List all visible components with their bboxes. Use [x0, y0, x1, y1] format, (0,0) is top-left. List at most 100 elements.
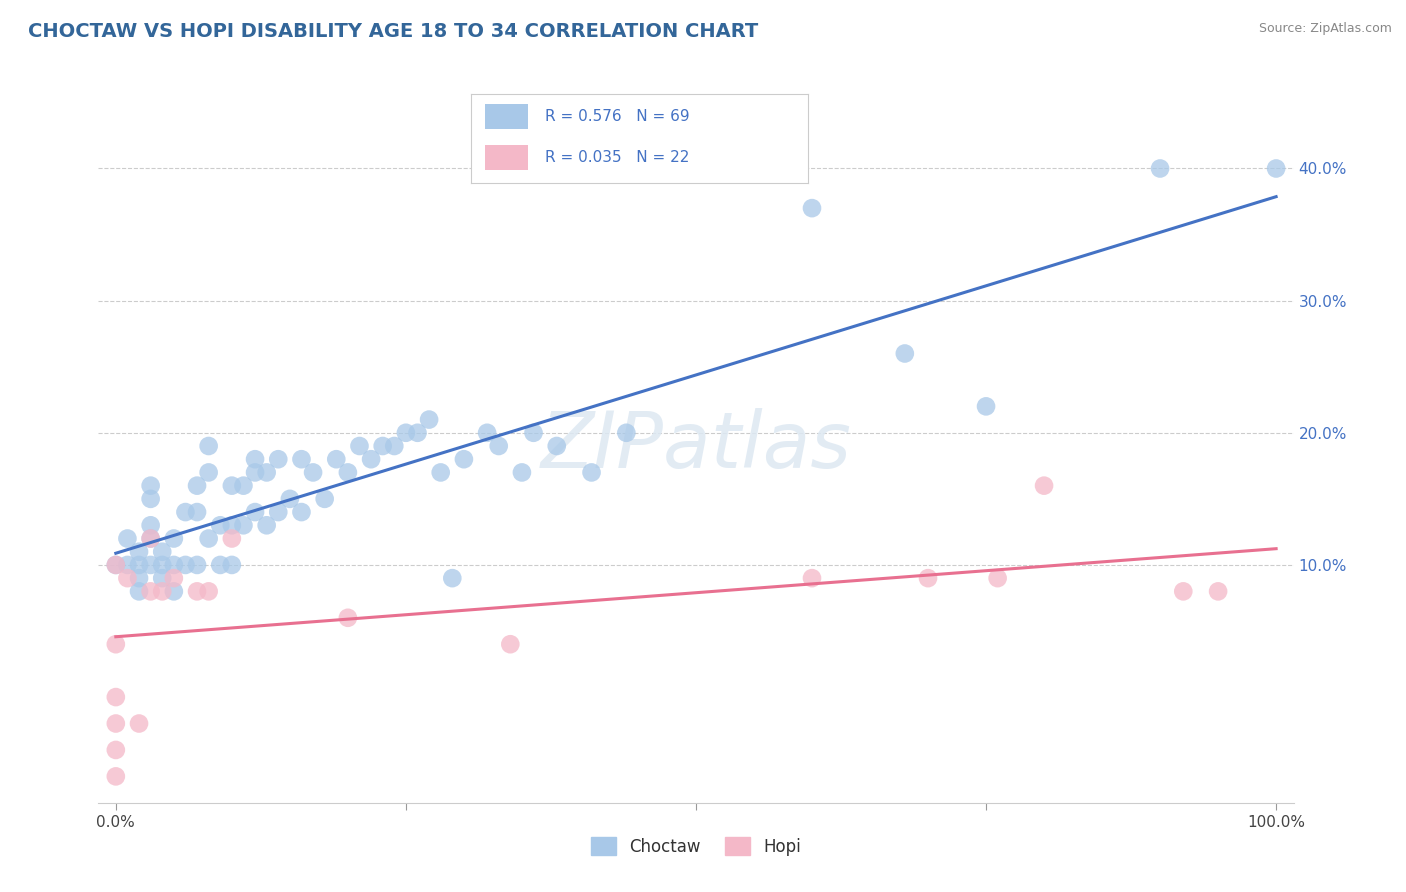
Point — [406, 425, 429, 440]
Point — [117, 571, 139, 585]
Point — [174, 558, 197, 572]
Point — [104, 558, 127, 572]
Point — [325, 452, 347, 467]
Point — [349, 439, 371, 453]
Point — [243, 466, 266, 480]
Point — [163, 571, 186, 585]
Point — [1206, 584, 1229, 599]
Point — [441, 571, 464, 585]
Point — [128, 545, 150, 559]
Point — [382, 439, 405, 453]
Point — [1173, 584, 1195, 599]
Point — [1033, 478, 1056, 492]
Point — [510, 466, 533, 480]
Point — [186, 478, 208, 492]
Legend: Choctaw, Hopi: Choctaw, Hopi — [583, 830, 808, 863]
Point — [150, 545, 173, 559]
Point — [302, 466, 325, 480]
Point — [336, 466, 359, 480]
Point — [197, 466, 219, 480]
Point — [197, 584, 219, 599]
Point — [475, 425, 498, 440]
Point — [974, 400, 997, 414]
Point — [221, 478, 243, 492]
Bar — [485, 145, 529, 170]
Point — [150, 558, 173, 572]
Point — [139, 532, 162, 546]
Point — [163, 584, 186, 599]
Point — [104, 690, 127, 704]
Point — [128, 584, 150, 599]
Point — [290, 452, 312, 467]
Point — [139, 518, 162, 533]
Point — [267, 452, 290, 467]
Point — [917, 571, 939, 585]
Point — [197, 532, 219, 546]
Point — [232, 518, 254, 533]
Point — [581, 466, 603, 480]
Point — [371, 439, 394, 453]
Point — [221, 558, 243, 572]
Point — [614, 425, 637, 440]
Point — [894, 346, 917, 360]
Point — [801, 571, 824, 585]
Point — [150, 584, 173, 599]
Point — [987, 571, 1010, 585]
Point — [104, 716, 127, 731]
Point — [128, 716, 150, 731]
Point — [267, 505, 290, 519]
Bar — [485, 104, 529, 129]
Point — [139, 491, 162, 506]
Point — [314, 491, 336, 506]
Point — [290, 505, 312, 519]
Point — [499, 637, 522, 651]
Point — [1149, 161, 1171, 176]
Point — [128, 571, 150, 585]
Point — [197, 439, 219, 453]
Point — [360, 452, 382, 467]
Point — [128, 558, 150, 572]
Point — [418, 412, 440, 426]
Point — [209, 518, 232, 533]
Point — [256, 466, 278, 480]
Point — [139, 584, 162, 599]
Point — [1265, 161, 1288, 176]
Point — [453, 452, 475, 467]
Point — [104, 743, 127, 757]
Point — [429, 466, 451, 480]
Point — [186, 584, 208, 599]
Point — [221, 518, 243, 533]
Point — [546, 439, 568, 453]
Point — [336, 611, 359, 625]
Point — [139, 532, 162, 546]
Point — [104, 769, 127, 783]
Point — [174, 505, 197, 519]
Point — [139, 478, 162, 492]
Point — [150, 571, 173, 585]
Text: R = 0.576   N = 69: R = 0.576 N = 69 — [546, 109, 690, 124]
Point — [232, 478, 254, 492]
Text: R = 0.035   N = 22: R = 0.035 N = 22 — [546, 150, 689, 165]
Text: CHOCTAW VS HOPI DISABILITY AGE 18 TO 34 CORRELATION CHART: CHOCTAW VS HOPI DISABILITY AGE 18 TO 34 … — [28, 22, 758, 41]
Point — [209, 558, 232, 572]
Point — [117, 558, 139, 572]
Point — [522, 425, 544, 440]
Point — [801, 201, 824, 215]
Point — [395, 425, 418, 440]
Point — [488, 439, 510, 453]
Point — [139, 558, 162, 572]
Point — [256, 518, 278, 533]
Text: Source: ZipAtlas.com: Source: ZipAtlas.com — [1258, 22, 1392, 36]
Point — [278, 491, 301, 506]
Point — [221, 532, 243, 546]
Point — [243, 505, 266, 519]
Text: ZIPatlas: ZIPatlas — [540, 408, 852, 484]
Point — [117, 532, 139, 546]
Point — [104, 558, 127, 572]
Point — [186, 505, 208, 519]
Point — [186, 558, 208, 572]
Point — [163, 558, 186, 572]
Point — [104, 637, 127, 651]
Point — [163, 532, 186, 546]
Point — [243, 452, 266, 467]
